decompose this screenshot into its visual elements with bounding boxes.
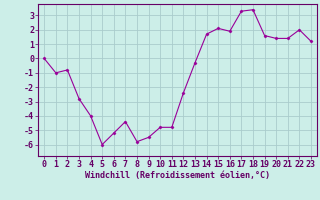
X-axis label: Windchill (Refroidissement éolien,°C): Windchill (Refroidissement éolien,°C) bbox=[85, 171, 270, 180]
